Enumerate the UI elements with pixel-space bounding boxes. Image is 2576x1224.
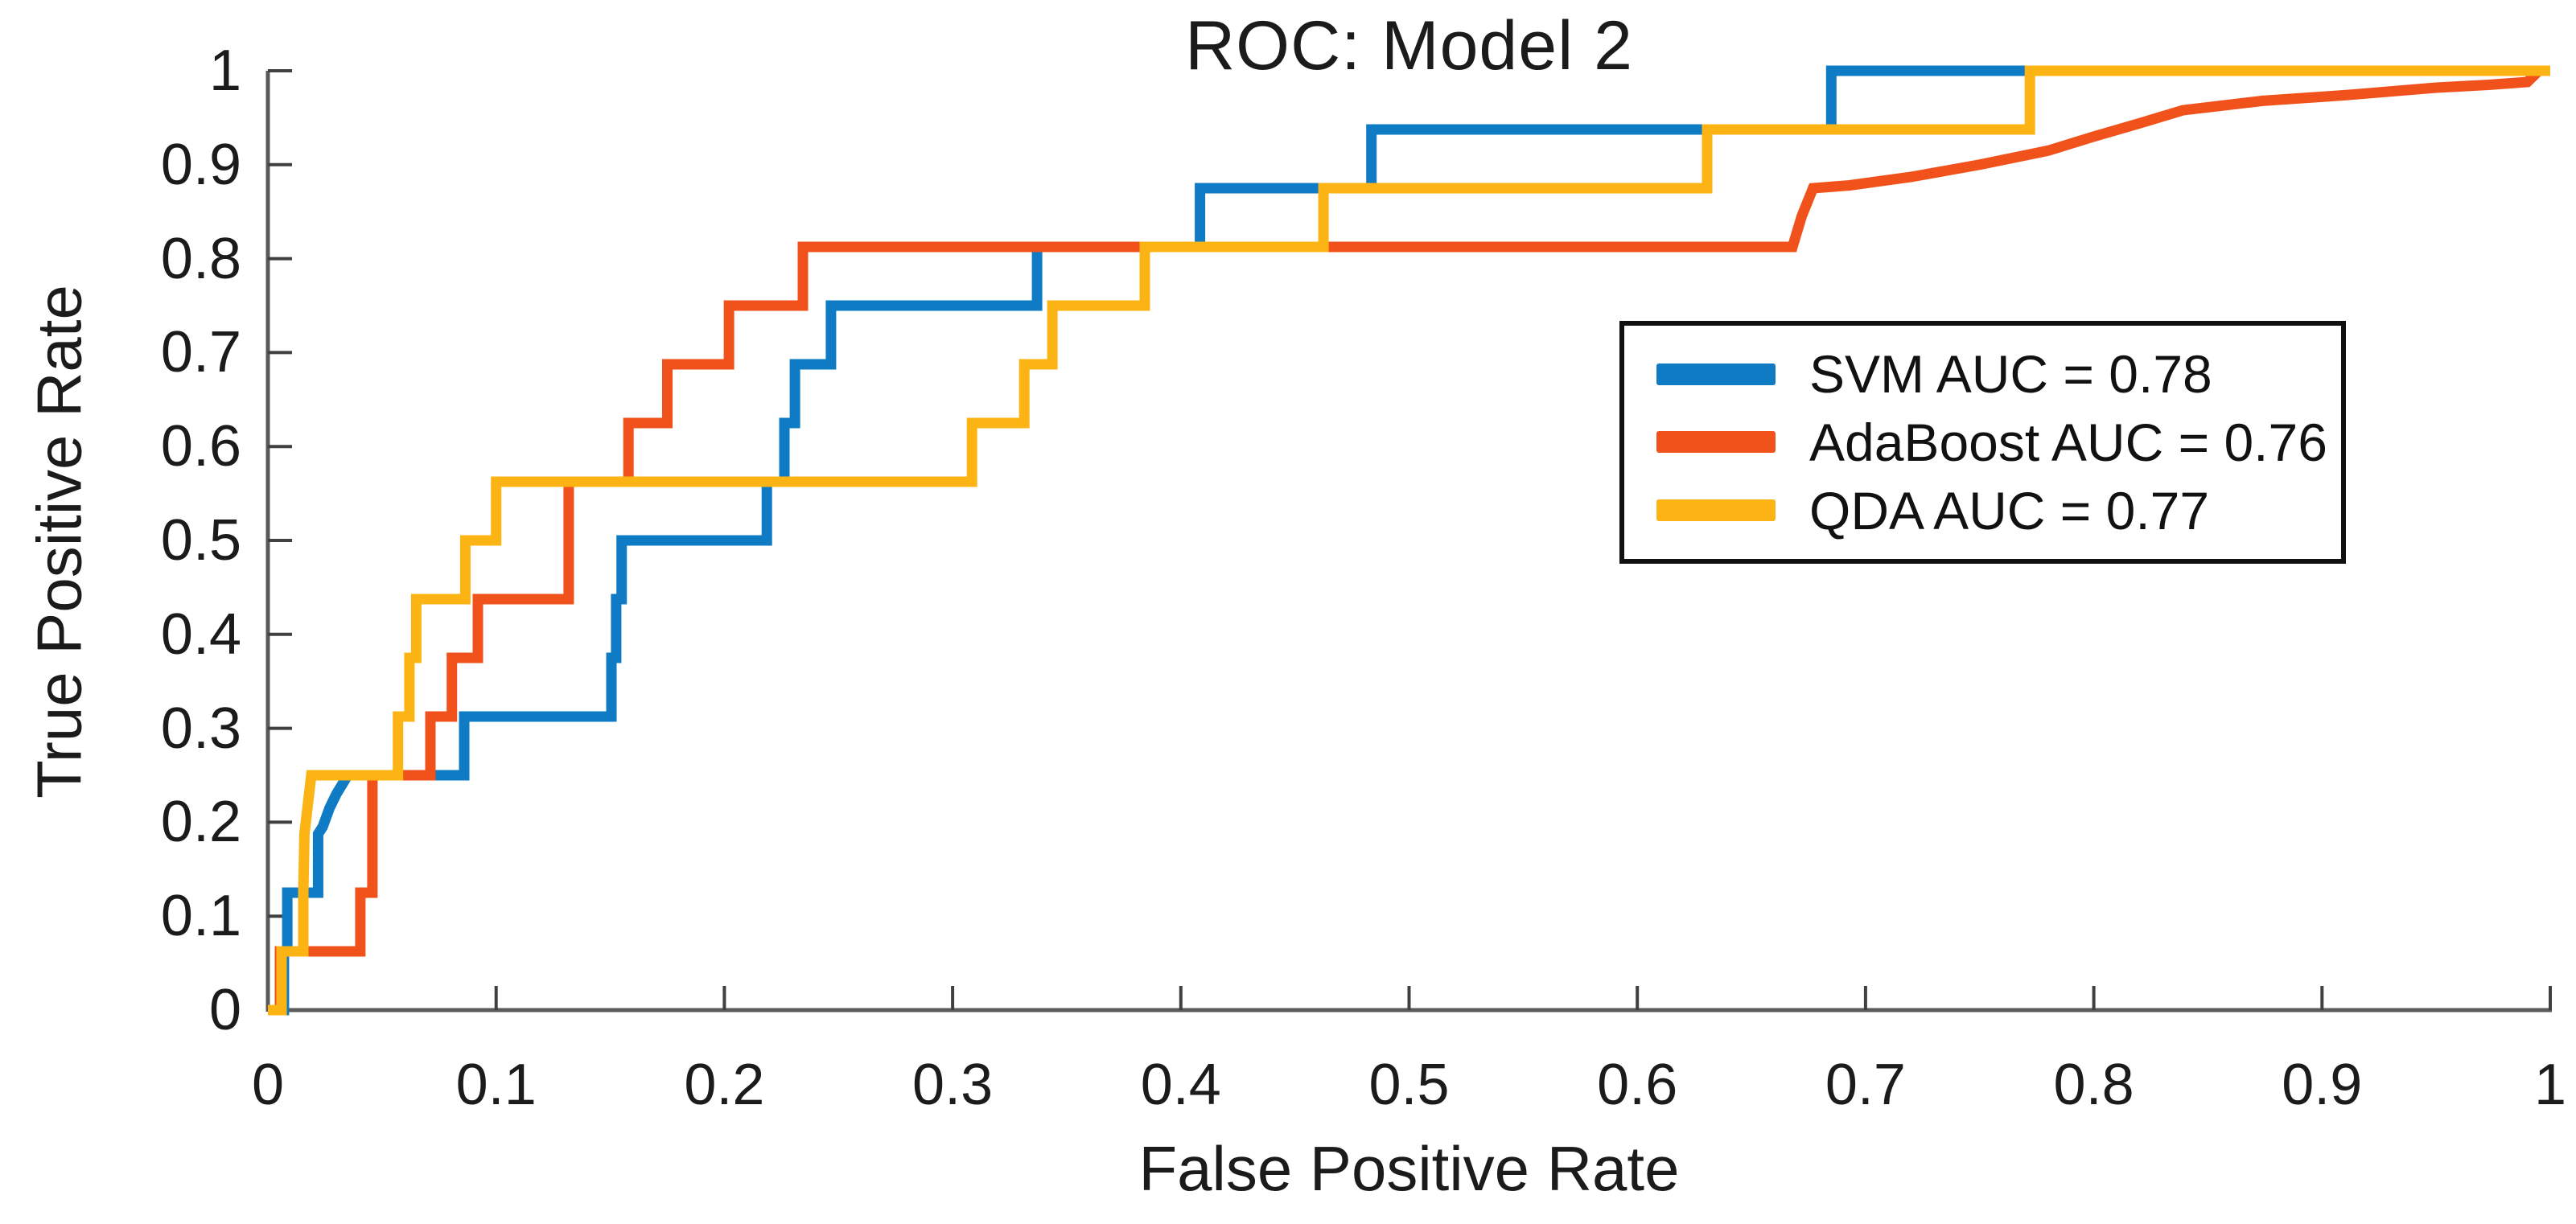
- y-tick-label: 0.7: [160, 320, 241, 385]
- svm-line-swatch: [1656, 363, 1776, 385]
- legend-item-qda: QDA AUC = 0.77: [1656, 480, 2341, 540]
- x-tick-label: 0.6: [1597, 1053, 1678, 1117]
- legend-box: SVM AUC = 0.78 AdaBoost AUC = 0.76 QDA A…: [1619, 321, 2346, 564]
- y-tick-label: 0: [208, 978, 241, 1042]
- x-tick-label: 0.1: [455, 1053, 537, 1117]
- legend-label-qda: QDA AUC = 0.77: [1809, 480, 2210, 540]
- x-tick-label: 1: [2533, 1053, 2567, 1117]
- x-tick-label: 0.8: [2053, 1053, 2134, 1117]
- legend-label-adaboost: AdaBoost AUC = 0.76: [1809, 412, 2327, 472]
- roc-curve-qda: [268, 65, 2550, 1016]
- x-tick-label: 0.3: [912, 1053, 994, 1117]
- y-axis-title: True Positive Rate: [23, 285, 95, 799]
- roc-curve-svm: [268, 65, 2550, 1016]
- y-tick-label: 0.3: [160, 696, 241, 761]
- y-tick-label: 0.2: [160, 790, 241, 855]
- chart-title: ROC: Model 2: [1185, 7, 1633, 84]
- y-tick-label: 0.9: [160, 132, 241, 197]
- y-tick-label: 0.1: [160, 884, 241, 949]
- x-axis-title: False Positive Rate: [1138, 1133, 1680, 1204]
- qda-line-swatch: [1656, 499, 1776, 522]
- y-tick-label: 0.5: [160, 508, 241, 573]
- legend-item-adaboost: AdaBoost AUC = 0.76: [1656, 412, 2341, 472]
- adaboost-line-swatch: [1656, 431, 1776, 454]
- x-tick-label: 0: [251, 1053, 285, 1117]
- x-tick-label: 0.4: [1140, 1053, 1221, 1117]
- y-tick-label: 0.4: [160, 602, 241, 667]
- y-tick-label: 0.6: [160, 414, 241, 479]
- x-tick-label: 0.9: [2282, 1053, 2363, 1117]
- y-tick-label: 1: [208, 39, 241, 103]
- x-tick-label: 0.2: [684, 1053, 765, 1117]
- x-tick-label: 0.7: [1825, 1053, 1906, 1117]
- legend-item-svm: SVM AUC = 0.78: [1656, 344, 2341, 405]
- x-tick-label: 0.5: [1368, 1053, 1450, 1117]
- legend-label-svm: SVM AUC = 0.78: [1809, 344, 2212, 405]
- y-tick-label: 0.8: [160, 226, 241, 291]
